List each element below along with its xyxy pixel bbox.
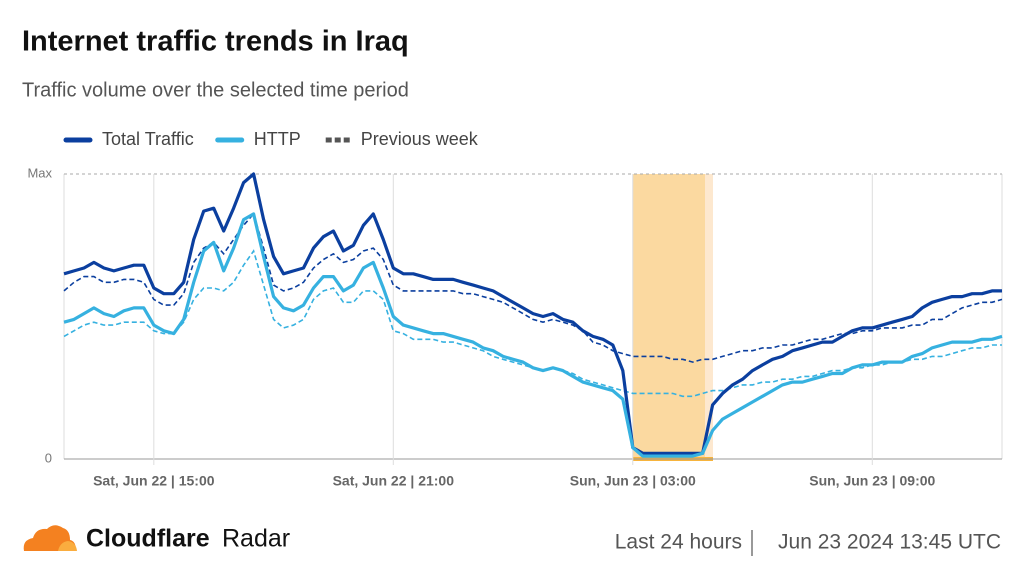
chart-subtitle: Traffic volume over the selected time pe…	[22, 79, 409, 101]
lines	[63, 172, 1003, 458]
logo-cloud-small	[58, 541, 77, 551]
product-name: Radar	[222, 525, 290, 553]
grid: 0 Max Sat, Jun 22 | 15:00 Sat, Jun 22 | 21:…	[27, 165, 1003, 489]
legend-label: Previous week	[361, 129, 479, 149]
previous-week-line	[63, 212, 1003, 363]
legend: Total Traffic HTTP Previous week	[63, 129, 479, 149]
brand-name: Cloudflare	[86, 525, 210, 553]
x-tick-label: Sun, Jun 23 | 03:00	[570, 473, 696, 489]
y-tick-label: Max	[27, 165, 52, 180]
x-tick-label: Sun, Jun 23 | 09:00	[809, 473, 935, 489]
chart-title: Internet traffic trends in Iraq	[22, 26, 409, 58]
cloudflare-logo	[23, 525, 77, 551]
y-tick-label: 0	[45, 450, 52, 465]
legend-label: Total Traffic	[102, 129, 194, 149]
x-tick-label: Sat, Jun 22 | 15:00	[93, 473, 215, 489]
series-line	[63, 212, 1003, 458]
previous-week-line	[63, 249, 1002, 398]
series-line	[63, 172, 1002, 455]
time-period: Last 24 hours	[615, 531, 742, 554]
outage-highlight-edge	[705, 174, 713, 459]
legend-label: HTTP	[254, 129, 301, 149]
x-tick-label: Sat, Jun 22 | 21:00	[333, 473, 455, 489]
timestamp: Jun 23 2024 13:45 UTC	[778, 531, 1001, 554]
outage-highlight	[633, 174, 705, 459]
